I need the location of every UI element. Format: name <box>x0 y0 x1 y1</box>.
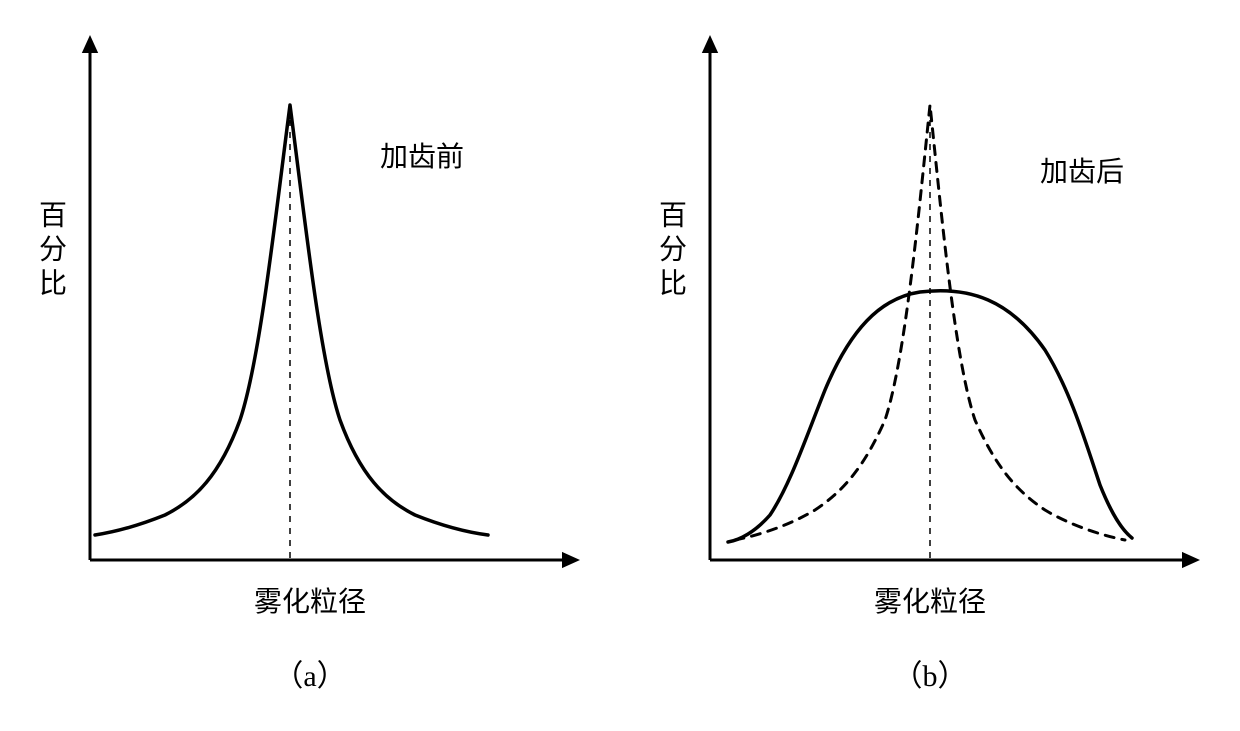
legend-a: 加齿前 <box>380 135 464 175</box>
chart-b-svg <box>640 20 1220 580</box>
ylabel-b: 百分比 <box>650 200 690 302</box>
ylabel-a: 百分比 <box>30 200 70 302</box>
panel-a: 百分比 加齿前 雾化粒径 （a） <box>20 20 600 700</box>
chart-container: 百分比 加齿前 雾化粒径 （a） 百分比 加齿后 雾化粒径 （b） <box>0 0 1240 731</box>
chart-a-svg <box>20 20 600 580</box>
xlabel-b: 雾化粒径 <box>874 580 986 620</box>
legend-b: 加齿后 <box>1040 150 1124 190</box>
panel-b: 百分比 加齿后 雾化粒径 （b） <box>640 20 1220 700</box>
xlabel-a: 雾化粒径 <box>254 580 366 620</box>
sublabel-a: （a） <box>273 651 346 695</box>
sublabel-b: （b） <box>893 651 968 695</box>
